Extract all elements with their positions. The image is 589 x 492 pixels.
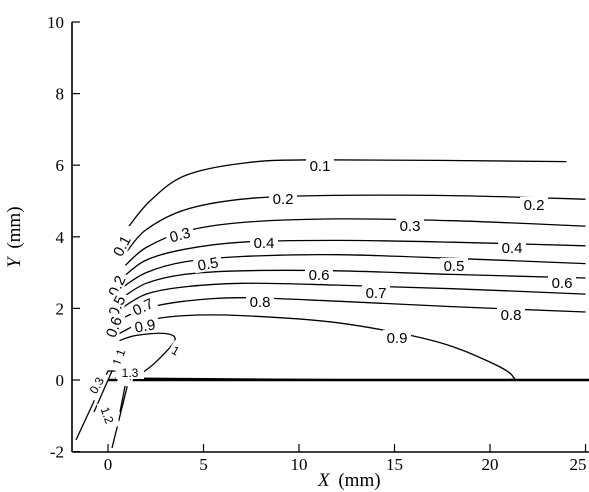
contour-label: 1.3: [122, 366, 139, 380]
x-tick-label: 15: [386, 455, 403, 474]
y-axis-title-var: Y: [4, 255, 25, 268]
contour-label: 0.9: [133, 316, 156, 336]
contour-label-bg: [103, 269, 130, 302]
y-tick-label: 2: [56, 299, 65, 318]
x-tick-label: 0: [104, 455, 113, 474]
contour-line-0-6: [121, 269, 586, 299]
x-tick-label: 20: [482, 455, 499, 474]
contour-label: 0.1: [310, 158, 331, 175]
y-axis-ticks: -2 0 2 4 6 8 10: [47, 13, 80, 462]
contour-label: 0.3: [400, 218, 421, 235]
contour-line-0-5: [122, 253, 586, 288]
x-axis-title-var: X: [317, 470, 331, 491]
contour-label: 0.7: [366, 285, 387, 302]
contour-line-0-2: [126, 194, 586, 252]
contour-label: 0.9: [387, 330, 408, 347]
y-tick-label: 4: [56, 228, 65, 247]
contour-labels: 0.10.10.20.20.20.30.30.30.40.40.50.50.50…: [82, 158, 576, 431]
y-axis-title-unit: (mm): [4, 206, 25, 248]
contour-label-bg: [82, 368, 110, 401]
contour-label-bg: [520, 197, 548, 212]
contour-label: 0.2: [524, 197, 545, 214]
contour-label-bg: [269, 191, 297, 206]
y-tick-label: 10: [47, 13, 64, 32]
contour-label: 0.8: [250, 294, 271, 311]
contour-label: 0.8: [501, 307, 522, 324]
contour-label-bg: [548, 275, 576, 290]
contour-label-bg: [497, 307, 525, 322]
contour-label-bg: [164, 223, 196, 246]
contour-label: 0.3: [168, 225, 193, 247]
contour-label-bg: [440, 258, 468, 273]
contour-label-bg: [396, 218, 424, 233]
contour-label-bg: [305, 267, 333, 282]
contour-label-bg: [250, 235, 278, 250]
contour-label-bg: [498, 240, 526, 255]
y-tick-label: 6: [56, 156, 65, 175]
contour-label-bg: [192, 253, 224, 274]
contour-line-0-3: [124, 218, 586, 266]
x-axis-ticks: 0 5 10 15 20 25: [104, 444, 587, 474]
contour-label: 0.6: [309, 267, 330, 284]
x-tick-label: 25: [570, 455, 587, 474]
contour-label: 0.6: [552, 275, 573, 292]
x-axis-title: X (mm): [317, 470, 381, 491]
contour-label: 0.6: [103, 314, 126, 339]
contour-label: 0.2: [273, 191, 294, 208]
contour-label-bg: [108, 229, 135, 262]
contour-label-bg: [306, 158, 334, 173]
y-tick-label: -2: [50, 443, 64, 462]
contour-line-0-7: [121, 282, 586, 309]
contour-label: 1.2: [98, 405, 117, 426]
contour-label-bg: [96, 399, 121, 431]
contour-label-bg: [383, 330, 411, 345]
contour-label: 0.4: [254, 235, 275, 252]
y-tick-label: 0: [56, 371, 65, 390]
contour-label: 0.5: [196, 254, 219, 274]
contour-label-bg: [101, 311, 126, 343]
contour-label-bg: [103, 289, 130, 322]
contour-label-bg: [105, 341, 130, 373]
contour-label-bg: [126, 293, 159, 320]
x-tick-label: 10: [291, 455, 308, 474]
contour-label-bg: [116, 364, 144, 379]
x-axis-title-unit: (mm): [338, 470, 380, 491]
contour-label: 0.5: [444, 258, 465, 275]
contour-label-bg: [362, 285, 390, 300]
y-axis-title: Y (mm): [4, 206, 25, 268]
y-tick-label: 8: [56, 85, 65, 104]
x-tick-label: 5: [199, 455, 208, 474]
contour-label-bg: [167, 340, 186, 360]
contour-label: 0.4: [502, 240, 523, 257]
contour-label-bg: [246, 294, 274, 309]
contour-label-bg: [129, 315, 161, 336]
contour-line-0-1: [128, 159, 567, 227]
